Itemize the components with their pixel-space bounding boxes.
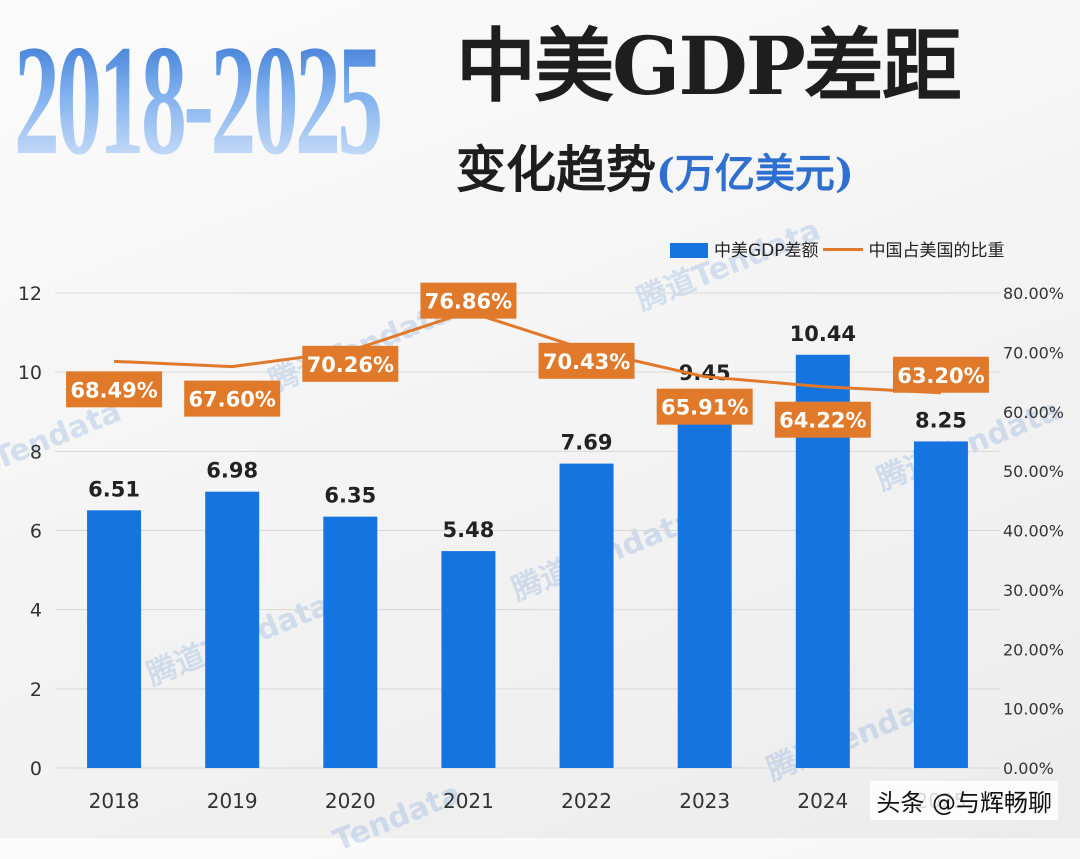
right-axis-tick: 50.00% — [1003, 462, 1064, 481]
ratio-label-text: 63.20% — [897, 364, 984, 388]
bar — [205, 491, 260, 768]
bar-value-label: 7.69 — [561, 431, 613, 455]
right-axis-tick: 70.00% — [1003, 343, 1064, 362]
left-axis-tick: 4 — [30, 600, 42, 622]
right-axis-tick: 40.00% — [1003, 522, 1064, 541]
ratio-label-box — [420, 282, 517, 319]
ratio-label: 70.26% — [302, 345, 399, 382]
ratio-label-box — [302, 345, 399, 382]
left-axis-tick: 6 — [30, 521, 42, 543]
subtitle: 变化趋势(万亿美元) — [456, 130, 854, 202]
ratio-label: 68.49% — [66, 371, 163, 408]
ratio-label: 76.86% — [420, 282, 517, 319]
x-axis-tick: 2019 — [207, 789, 258, 813]
ratio-label-box — [774, 401, 871, 438]
ratio-value-labels: 68.49% 67.60% 70.26% 76.86% 70.43% 65.91% 64.2… — [66, 282, 989, 438]
bar — [87, 510, 142, 768]
ratio-label-box — [184, 380, 281, 417]
legend-bar-label: 中美GDP差额 — [714, 241, 819, 261]
ratio-label-box — [66, 371, 163, 408]
x-axis-tick: 2020 — [325, 789, 376, 813]
chart-legend: 中美GDP差额 中国占美国的比重 — [670, 236, 1005, 261]
ratio-label: 64.22% — [774, 401, 871, 438]
gdp-gap-chart: 0 2 4 6 8 10 12 0.00% 10.00% 20.00% 30.00% 40.00% 5… — [18, 282, 1064, 813]
ratio-label-text: 67.60% — [188, 388, 275, 412]
ratio-label-text: 70.26% — [307, 353, 394, 377]
ratio-label-text: 68.49% — [70, 378, 157, 402]
left-axis-tick: 0 — [30, 758, 42, 780]
unit-label: (万亿美元) — [656, 150, 854, 197]
bar-value-label: 6.98 — [206, 459, 258, 483]
bar — [323, 516, 378, 768]
x-axis-tick: 2018 — [89, 789, 140, 813]
x-axis-ticks: 20182019202020212022202320242025 — [89, 789, 967, 813]
x-axis-tick: 2022 — [561, 789, 612, 813]
subtitle-text: 变化趋势 — [456, 140, 656, 199]
x-axis-tick: 2021 — [443, 789, 494, 813]
ratio-line-series — [113, 310, 942, 395]
left-axis-ticks: 0 2 4 6 8 10 12 — [18, 283, 42, 780]
left-axis-tick: 8 — [30, 441, 42, 463]
left-axis-tick: 10 — [18, 362, 42, 384]
ratio-label-box — [892, 356, 989, 393]
legend-line-label: 中国占美国的比重 — [868, 241, 1005, 261]
bar — [559, 463, 614, 768]
bar — [677, 393, 732, 768]
bar-value-label: 6.35 — [324, 484, 376, 508]
bar-value-label: 6.51 — [88, 477, 140, 501]
page-title: 中美GDP差距 — [456, 19, 962, 113]
left-axis-tick: 12 — [18, 283, 42, 305]
bar-value-label: 5.48 — [443, 518, 495, 542]
ratio-label-box — [656, 388, 753, 425]
right-axis-tick: 0.00% — [1003, 759, 1054, 778]
legend-line-swatch — [822, 248, 863, 251]
year-range-banner: 2018-2025 — [14, 13, 383, 188]
ratio-label-text: 70.43% — [543, 350, 630, 374]
right-axis-tick: 20.00% — [1003, 640, 1064, 659]
bar — [913, 441, 968, 768]
right-axis-tick: 10.00% — [1003, 700, 1064, 719]
bar-value-label: 10.44 — [790, 322, 856, 346]
right-axis-ticks: 0.00% 10.00% 20.00% 30.00% 40.00% 50.00% 60.00… — [1003, 284, 1064, 778]
ratio-label-text: 76.86% — [425, 290, 512, 314]
right-axis-tick: 80.00% — [1003, 284, 1064, 303]
x-axis-tick: 2023 — [679, 789, 730, 813]
x-axis-tick: 2024 — [797, 789, 848, 813]
source-credit: 头条 @与辉畅聊 — [870, 781, 1058, 820]
right-axis-tick: 60.00% — [1003, 403, 1064, 422]
legend-bar-swatch — [670, 243, 708, 258]
ratio-label-text: 65.91% — [661, 396, 748, 420]
left-axis-tick: 2 — [30, 679, 42, 701]
ratio-label: 67.60% — [184, 380, 281, 417]
bar — [441, 551, 496, 768]
ratio-line — [113, 310, 942, 395]
ratio-label: 65.91% — [656, 388, 753, 425]
right-axis-tick: 30.00% — [1003, 581, 1064, 600]
ratio-label-box — [538, 342, 635, 379]
ratio-label: 70.43% — [538, 342, 635, 379]
bar-series — [87, 354, 968, 768]
bar-value-label: 8.25 — [915, 408, 967, 432]
ratio-label: 63.20% — [892, 356, 989, 393]
ratio-label-text: 64.22% — [779, 409, 866, 433]
